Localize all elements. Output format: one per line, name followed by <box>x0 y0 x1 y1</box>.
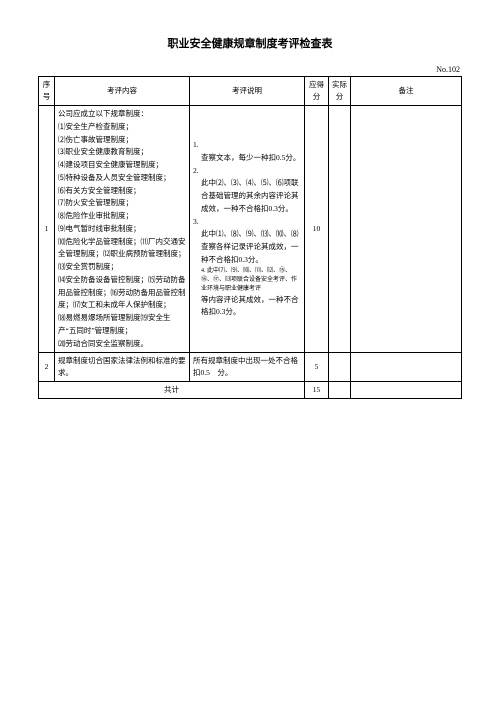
list-item: ⒁安全防备设备管控制度；⒂劳动防备用品管控制度；⒃劳动防备用品管控制度；⒄女工和… <box>58 274 186 312</box>
list-item: ⑴安全生产检查制度； <box>58 121 186 134</box>
col-act: 实际分 <box>329 77 351 106</box>
total-row: 共计 15 <box>39 382 462 399</box>
row1-act <box>329 106 351 353</box>
crit-item: 2.此中⑵、⑶、⑷、⑸、⑹项联合基础管理的其余内容评论其成效，一种不合格扣0.3… <box>193 165 301 216</box>
page-title: 职业安全健康规章制度考评检查表 <box>38 35 462 51</box>
table-row: 2 规章制度切合国家法律法例和标准的要求。 所有规章制度中出现一处不合格扣0.5… <box>39 353 462 382</box>
list-item: ⒇劳动合同安全监察制度。 <box>58 338 186 351</box>
row2-item: 规章制度切合国家法律法例和标准的要求。 <box>55 353 190 382</box>
list-item: ⑵伤亡事故管理制度； <box>58 134 186 147</box>
row2-seq: 2 <box>39 353 55 382</box>
col-crit: 考评说明 <box>190 77 305 106</box>
row2-note <box>351 353 462 382</box>
col-seq: 序号 <box>39 77 55 106</box>
row2-due: 5 <box>305 353 329 382</box>
row1-criteria: 1.查察文本，每少一种扣0.5分。 2.此中⑵、⑶、⑷、⑸、⑹项联合基础管理的其… <box>190 106 305 353</box>
row1-note <box>351 106 462 353</box>
header-row: 序号 考评内容 考评说明 应得分 实际分 备注 <box>39 77 462 106</box>
list-item: ⑽危险化学品管理制度；⑾厂内交通安全管理制度；⑿职业病预防管理制度；⒀安全赏罚制… <box>58 236 186 274</box>
crit-small: 4. 此中⑺、⑼、⑽、⑾、⑿、⑮、⑯、⑰、⒀项联合设备安全考评、作业环境与职业健… <box>193 267 301 294</box>
col-item: 考评内容 <box>55 77 190 106</box>
col-due: 应得分 <box>305 77 329 106</box>
list-item: ⒅易燃易爆场所管理制度⒆安全生产“五同时”管理制度； <box>58 312 186 338</box>
evaluation-table: 序号 考评内容 考评说明 应得分 实际分 备注 1 公司应成立以下规章制度： ⑴… <box>38 76 462 399</box>
crit-tail: 等内容评论其成效，一种不合格扣0.3分。 <box>193 294 301 320</box>
row1-seq: 1 <box>39 106 55 353</box>
row1-item: 公司应成立以下规章制度： ⑴安全生产检查制度； ⑵伤亡事故管理制度； ⑶职业安全… <box>55 106 190 353</box>
row2-crit: 所有规章制度中出现一处不合格扣0.5 分。 <box>190 353 305 382</box>
col-note: 备注 <box>351 77 462 106</box>
row1-intro: 公司应成立以下规章制度： <box>58 108 186 121</box>
list-item: ⑷建设项目安全健康管理制度； <box>58 159 186 172</box>
list-item: ⑸特种设备及人员安全管理制度； <box>58 172 186 185</box>
list-item: ⑼电气暂时线审批制度； <box>58 223 186 236</box>
list-item: ⑻危险作业审批制度； <box>58 210 186 223</box>
row2-act <box>329 353 351 382</box>
list-item: ⑶职业安全健康教育制度； <box>58 146 186 159</box>
row1-due: 10 <box>305 106 329 353</box>
doc-number: No.102 <box>38 65 462 74</box>
total-note <box>351 382 462 399</box>
list-item: ⑹有关方安全管理制度； <box>58 185 186 198</box>
total-due: 15 <box>305 382 329 399</box>
table-row: 1 公司应成立以下规章制度： ⑴安全生产检查制度； ⑵伤亡事故管理制度； ⑶职业… <box>39 106 462 353</box>
list-item: ⑺防火安全管理制度； <box>58 197 186 210</box>
total-act <box>329 382 351 399</box>
crit-item: 3.此中⑴、⑻、⑼、⒀、⑽、⑻查察各样记录评论其成效，一种不合格扣0.3分。 <box>193 216 301 267</box>
total-label: 共计 <box>39 382 305 399</box>
crit-item: 1.查察文本，每少一种扣0.5分。 <box>193 139 301 165</box>
